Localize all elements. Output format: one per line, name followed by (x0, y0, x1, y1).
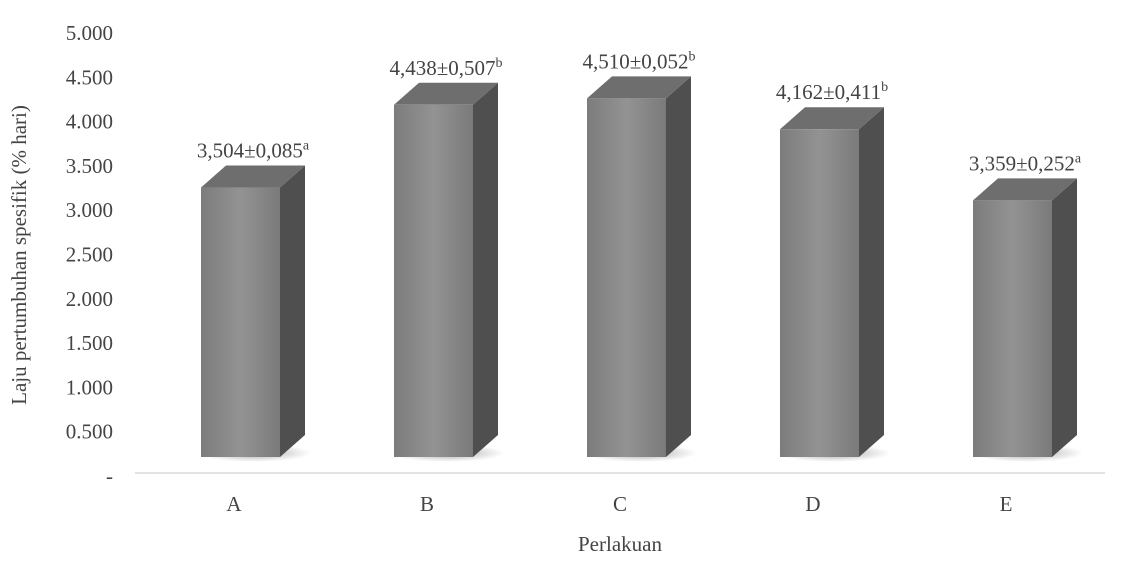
bar-front-face (201, 187, 280, 457)
y-tick-label: 2.000 (66, 287, 113, 311)
bar-a (197, 165, 312, 462)
bar-b (390, 82, 505, 462)
bar-front-face (973, 200, 1052, 458)
bar-top-face (201, 165, 305, 188)
bar-top-face (587, 76, 691, 99)
bar-e (969, 178, 1084, 462)
data-label: 3,359±0,252a (969, 151, 1082, 175)
y-tick-label: 2.500 (66, 243, 113, 267)
bar-front-face (780, 129, 859, 457)
bar-side-face (859, 107, 884, 458)
x-tick-label: D (805, 492, 820, 516)
y-tick-label: 3.500 (66, 154, 113, 178)
y-tick-label: 4.000 (66, 110, 113, 134)
y-tick-label: 1.000 (66, 375, 113, 399)
data-label: 4,162±0,411b (776, 80, 888, 104)
x-axis: A B C D E (226, 492, 1012, 516)
bar-side-face (473, 82, 498, 457)
y-tick-label: 0.500 (66, 420, 113, 444)
bar-front-face (394, 104, 473, 457)
data-label: 4,438±0,507b (389, 56, 502, 80)
y-tick-label: 1.500 (66, 331, 113, 355)
x-tick-label: C (613, 492, 627, 516)
bar-front-face (587, 98, 666, 457)
y-tick-label: 5.000 (66, 21, 113, 45)
x-tick-label: A (226, 492, 242, 516)
bar-side-face (666, 76, 691, 457)
y-tick-label: - (106, 464, 113, 488)
bar-side-face (1052, 178, 1077, 458)
data-label: 4,510±0,052b (582, 49, 695, 73)
x-tick-label: B (420, 492, 434, 516)
bar-side-face (280, 165, 305, 457)
x-axis-title: Perlakuan (578, 532, 662, 556)
bars: 3,504±0,085a 4,438±0,507b 4,510±0,052b 4,16… (197, 49, 1084, 462)
y-tick-label: 3.000 (66, 198, 113, 222)
data-label: 3,504±0,085a (197, 139, 310, 163)
bar-top-face (780, 107, 884, 130)
y-axis: - 0.500 1.000 1.500 2.000 2.500 3.000 3.500 4.00… (66, 21, 113, 488)
x-tick-label: E (1000, 492, 1013, 516)
y-tick-label: 4.500 (66, 65, 113, 89)
y-axis-title: Laju pertumbuhan spesifik (% hari) (7, 105, 31, 405)
bar-top-face (394, 82, 498, 105)
bar-c (583, 76, 698, 462)
bar-d (776, 107, 891, 462)
bar-top-face (973, 178, 1077, 201)
